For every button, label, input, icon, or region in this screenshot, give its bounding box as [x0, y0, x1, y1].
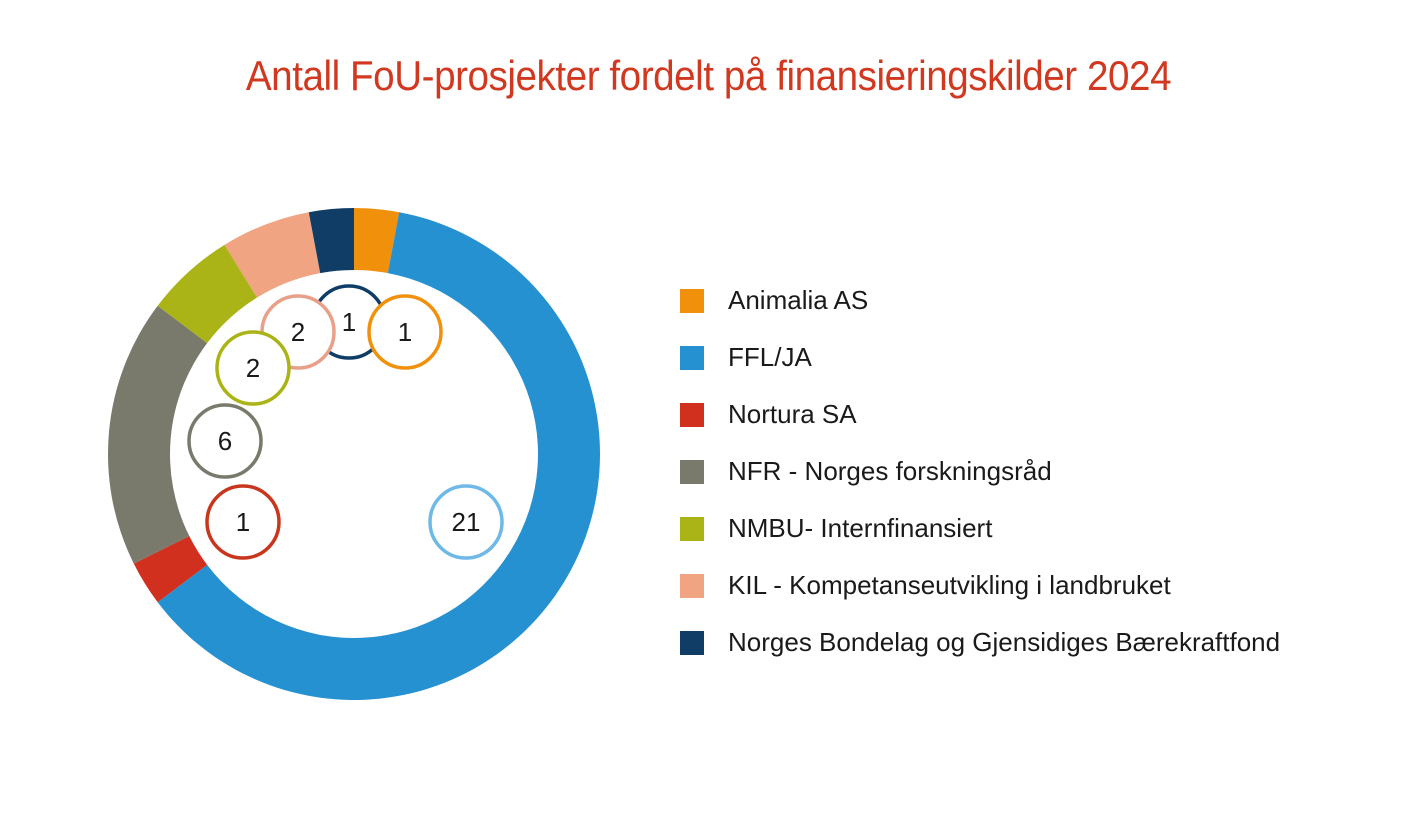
donut-slice: [157, 244, 258, 344]
legend-label: Nortura SA: [728, 399, 857, 429]
chart-legend: Animalia AS FFL/JA Nortura SA NFR - Norges …: [680, 272, 1280, 671]
donut-slice: [133, 536, 208, 603]
legend-swatch: [680, 630, 704, 655]
legend-label: FFL/JA: [728, 342, 812, 372]
value-label-text: 1: [236, 507, 250, 537]
legend-swatch: [680, 459, 704, 484]
value-label-ring: [215, 330, 291, 406]
legend-label: Animalia AS: [728, 285, 869, 315]
value-label-ring: [205, 484, 281, 560]
value-label: 2: [215, 330, 291, 406]
donut-slice: [224, 212, 321, 298]
value-label: 1: [205, 484, 281, 560]
legend-item: NFR - Norges forskningsråd: [680, 443, 1280, 500]
donut-slice: [108, 305, 208, 564]
value-label: 1: [367, 294, 443, 370]
legend-item: FFL/JA: [680, 329, 1280, 386]
legend-label: NMBU- Internfinansiert: [728, 513, 993, 543]
legend-item: Norges Bondelag og Gjensidiges Bærekraft…: [680, 614, 1280, 671]
legend-item: KIL - Kompetanseutvikling i landbruket: [680, 557, 1280, 614]
value-label-text: 21: [452, 507, 481, 537]
value-label-text: 2: [291, 317, 305, 347]
value-label-text: 2: [246, 353, 260, 383]
legend-item: Animalia AS: [680, 272, 1280, 329]
legend-label: Norges Bondelag og Gjensidiges Bærekraft…: [728, 627, 1281, 657]
value-label-ring: [367, 294, 443, 370]
legend-swatch: [680, 516, 704, 541]
legend-label: NFR - Norges forskningsråd: [728, 456, 1052, 486]
chart-title: Antall FoU-prosjekter fordelt på finansi…: [245, 52, 1172, 99]
legend-item: NMBU- Internfinansiert: [680, 500, 1280, 557]
donut-slice: [354, 208, 400, 274]
legend-swatch: [680, 402, 704, 427]
value-label-text: 1: [342, 307, 356, 337]
value-label: 6: [187, 403, 263, 479]
legend-label: KIL - Kompetanseutvikling i landbruket: [728, 570, 1171, 600]
legend-swatch: [680, 288, 704, 313]
value-label-ring: [187, 403, 263, 479]
value-label-ring: [428, 484, 504, 560]
donut-slice: [308, 208, 354, 274]
legend-swatch: [680, 345, 704, 370]
value-label-text: 6: [218, 426, 232, 456]
legend-item: Nortura SA: [680, 386, 1280, 443]
value-label: 21: [428, 484, 504, 560]
legend-swatch: [680, 573, 704, 598]
value-label-text: 1: [398, 317, 412, 347]
